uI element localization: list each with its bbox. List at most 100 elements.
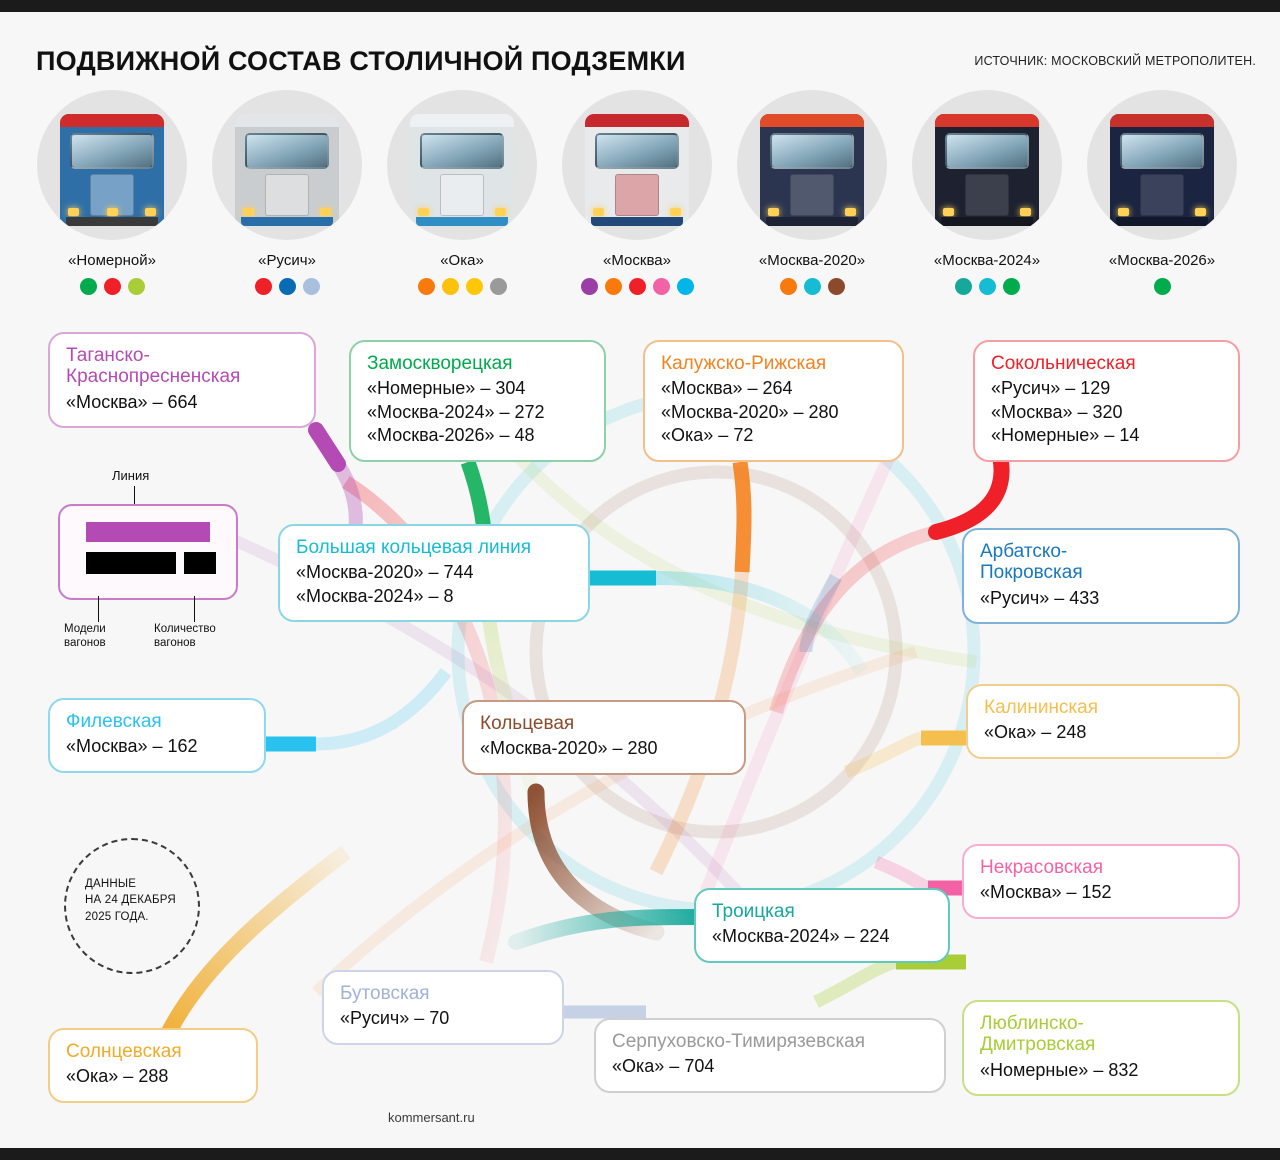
train-name: «Москва-2024» (933, 252, 1041, 269)
line-card-title: Сокольническая (991, 353, 1136, 374)
line-color-dot (441, 278, 459, 295)
line-card-title: Калужско-Рижская (661, 353, 827, 374)
train-card-2: «Ока» (386, 90, 538, 295)
train-card-0: «Номерной» (36, 90, 188, 295)
line-card-troitskaya[interactable]: Троицкая «Москва-2024» – 224 (694, 888, 950, 963)
line-card-row: «Москва-2020» – 280 (661, 401, 839, 422)
note-line-2: НА 24 ДЕКАБРЯ (85, 894, 176, 907)
line-color-dot (1153, 278, 1171, 295)
train-card-1: «Русич» (211, 90, 363, 295)
line-color-dot (779, 278, 797, 295)
train-card-4: «Москва-2020» (736, 90, 888, 295)
title-line: Дмитровская (980, 1034, 1096, 1056)
credit-kommersant: kommersant.ru (388, 1110, 475, 1125)
top-rail (0, 0, 1280, 12)
train-line-colors (211, 278, 363, 295)
train-name: «Москва-2020» (758, 252, 866, 269)
line-card-zamoskvoretskaya[interactable]: Замоскворецкая «Номерные» – 304 «Москва-… (349, 340, 606, 462)
legend-models-bar (86, 552, 176, 574)
title-line: Краснопресненская (66, 366, 241, 388)
line-color-dot (302, 278, 320, 295)
line-color-dot (103, 278, 121, 295)
line-card-title: Бутовская (340, 983, 430, 1004)
legend-count-label-line1: Количество (154, 623, 216, 635)
train-card-6: «Москва-2026» (1086, 90, 1238, 295)
line-color-dot (954, 278, 972, 295)
line-color-dot (254, 278, 272, 295)
line-card-row: «Москва» – 264 (661, 378, 793, 399)
line-card-title: Замоскворецкая (367, 353, 513, 374)
bottom-rail (0, 1148, 1280, 1160)
train-line-colors (1086, 278, 1238, 295)
train-line-colors (736, 278, 888, 295)
sheet: ПОДВИЖНОЙ СОСТАВ СТОЛИЧНОЙ ПОДЗЕМКИ ИСТО… (16, 12, 1264, 1148)
line-card-row: «Москва-2024» – 272 (367, 401, 545, 422)
title-line: Таганско- (66, 345, 150, 366)
line-card-row: «Русич» – 433 (980, 587, 1100, 608)
line-card-row: «Ока» – 704 (612, 1056, 715, 1077)
legend-box (58, 504, 238, 600)
title-line: Покровская (980, 562, 1083, 584)
legend-models-tick (98, 596, 99, 622)
line-card-bolshaya-koltsevaya[interactable]: Большая кольцевая линия «Москва-2020» – … (278, 524, 590, 623)
data-date-note-text: ДАННЫЕ НА 24 ДЕКАБРЯ 2025 ГОДА. (85, 876, 193, 925)
note-line-1: ДАННЫЕ (85, 878, 137, 890)
train-card-5: «Москва-2024» (911, 90, 1063, 295)
line-card-title: Калининская (984, 697, 1099, 718)
legend-count-bar (184, 552, 216, 574)
train-line-colors (36, 278, 188, 295)
line-card-row: «Номерные» – 14 (991, 425, 1140, 446)
line-card-sokolnicheskaya[interactable]: Сокольническая «Русич» – 129 «Москва» – … (973, 340, 1240, 462)
line-card-filevskaya[interactable]: Филевская «Москва» – 162 (48, 698, 266, 773)
line-card-serpukhovsko-timiryazevskaya[interactable]: Серпуховско-Тимирязевская «Ока» – 704 (594, 1018, 946, 1093)
line-card-lyublinsko-dmitrovskaya[interactable]: Люблинско- Дмитровская «Номерные» – 832 (962, 1000, 1240, 1097)
line-color-dot (489, 278, 507, 295)
line-card-row: «Москва» – 162 (66, 736, 198, 757)
line-card-row: «Москва» – 664 (66, 391, 198, 412)
train-photo-moskva-2026 (1087, 90, 1237, 240)
line-color-dot (1002, 278, 1020, 295)
train-gallery: «Номерной» «Русич» (30, 90, 1256, 310)
line-color-dot (827, 278, 845, 295)
train-photo-moskva (562, 90, 712, 240)
legend-line-label: Линия (112, 468, 150, 483)
title-line: Люблинско- (980, 1013, 1084, 1034)
train-line-colors (386, 278, 538, 295)
source-note: ИСТОЧНИК: МОСКОВСКИЙ МЕТРОПОЛИТЕН. (974, 54, 1256, 68)
train-name: «Ока» (440, 252, 484, 269)
line-card-title: Троицкая (712, 901, 795, 922)
line-card-row: «Номерные» – 304 (367, 378, 526, 399)
legend-count-label: Количество вагонов (154, 622, 240, 651)
line-card-kaluzhsko-rizhskaya[interactable]: Калужско-Рижская «Москва» – 264 «Москва-… (643, 340, 904, 462)
line-card-taganско-krasnopresnenskaya[interactable]: Таганско- Краснопресненская «Москва» – 6… (48, 332, 316, 429)
line-card-kalininskaya[interactable]: Калининская «Ока» – 248 (966, 684, 1240, 759)
line-color-dot (417, 278, 435, 295)
line-color-dot (978, 278, 996, 295)
line-card-koltsevaya[interactable]: Кольцевая «Москва-2020» – 280 (462, 700, 746, 775)
line-card-row: «Москва» – 320 (991, 401, 1123, 422)
line-color-dot (127, 278, 145, 295)
train-photo-moskva-2020 (737, 90, 887, 240)
line-color-dot (79, 278, 97, 295)
line-card-row: «Ока» – 248 (984, 722, 1087, 743)
line-card-row: «Москва-2024» – 224 (712, 926, 890, 947)
line-card-arbatsko-pokrovskaya[interactable]: Арбатско- Покровская «Русич» – 433 (962, 528, 1240, 625)
legend-models-label-line2: вагонов (64, 637, 106, 650)
train-photo-oka (387, 90, 537, 240)
line-color-dot (676, 278, 694, 295)
line-card-title: Таганско- Краснопресненская (66, 345, 298, 388)
line-color-dot (628, 278, 646, 295)
line-card-title: Большая кольцевая линия (296, 537, 531, 558)
train-photo-nomernoy (37, 90, 187, 240)
line-card-nekrasovskaya[interactable]: Некрасовская «Москва» – 152 (962, 844, 1240, 919)
train-line-colors (911, 278, 1063, 295)
line-card-butovskaya[interactable]: Бутовская «Русич» – 70 (322, 970, 564, 1045)
line-card-row: «Русич» – 70 (340, 1008, 450, 1029)
line-card-solntsevskaya[interactable]: Солнцевская «Ока» – 288 (48, 1028, 258, 1103)
line-card-title: Кольцевая (480, 713, 575, 734)
line-color-dot (604, 278, 622, 295)
line-card-row: «Москва-2020» – 744 (296, 562, 474, 583)
line-card-title: Серпуховско-Тимирязевская (612, 1031, 866, 1052)
note-line-3: 2025 ГОДА. (85, 910, 149, 923)
